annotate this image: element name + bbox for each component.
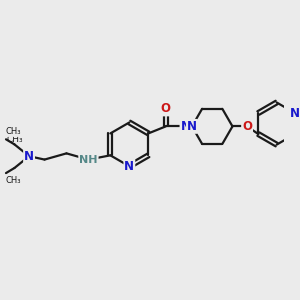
Text: N: N (187, 120, 197, 133)
Text: NH: NH (79, 154, 98, 165)
Text: N: N (124, 160, 134, 173)
Text: N: N (181, 120, 190, 133)
Text: CH₃: CH₃ (5, 128, 21, 136)
Text: O: O (242, 120, 252, 133)
Text: N: N (24, 150, 34, 163)
Text: CH₃: CH₃ (6, 135, 23, 144)
Text: N: N (290, 106, 300, 119)
Text: O: O (161, 102, 171, 116)
Text: CH₃: CH₃ (5, 176, 21, 185)
